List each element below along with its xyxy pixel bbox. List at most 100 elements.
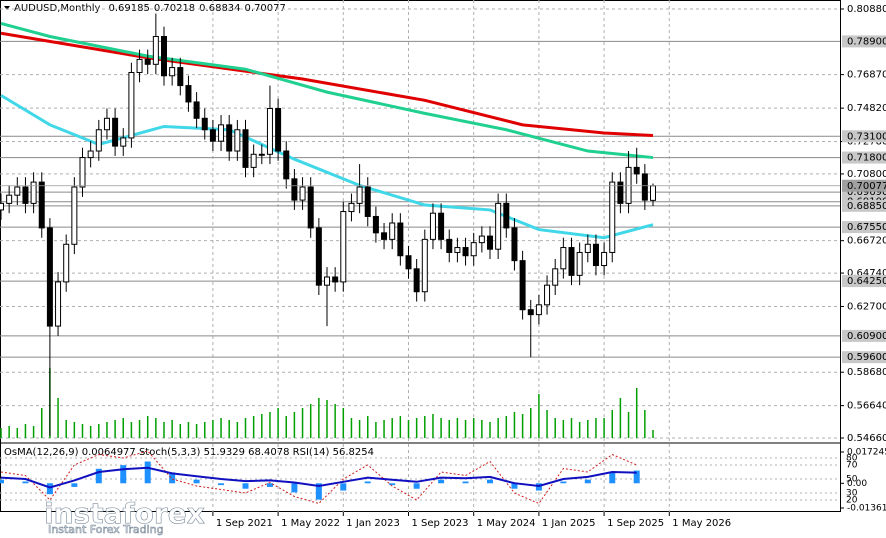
level-label-box (842, 329, 886, 342)
level-label: 0.67550 (847, 222, 886, 233)
candle-body (0, 202, 4, 211)
osma-bar (560, 481, 567, 484)
osma-tick-label: 0.017245 (847, 448, 886, 458)
osma-tick-label: -0.013615 (847, 504, 886, 514)
candle-body (209, 129, 216, 142)
candle-body (291, 178, 298, 201)
level-label: 0.69690 (847, 187, 886, 198)
low-value: 0.68834 (199, 3, 240, 14)
candle-body (103, 117, 110, 131)
candle-body (87, 150, 94, 159)
candle-body (79, 157, 86, 188)
osma-bar (315, 483, 322, 500)
level-label: 0.59600 (847, 352, 886, 363)
osma-bar (487, 479, 493, 484)
candle-body (356, 186, 363, 204)
candle-body (609, 181, 616, 253)
candle-body (283, 150, 290, 180)
candle-body (30, 181, 37, 204)
candle-body (193, 101, 200, 119)
candle-body (242, 129, 249, 168)
x-tick-label: 1 Jan 2023 (346, 518, 400, 529)
x-tick-label: 1 Jan 2025 (542, 518, 596, 529)
osma-bar (462, 481, 469, 484)
candle-body (275, 107, 282, 152)
candle-body (161, 35, 167, 77)
stoch-line (0, 450, 637, 505)
candle-body (234, 129, 241, 152)
open-value: 0.69185 (108, 3, 149, 14)
candle-body (438, 212, 445, 240)
candle-body (503, 202, 510, 229)
level-label: 0.64250 (847, 276, 886, 287)
x-tick-label: 1 Sep 2025 (607, 518, 664, 529)
osma-bar (242, 483, 249, 489)
watermark-brand: instaforex (44, 497, 205, 530)
y-tick-label: 0.80880 (847, 4, 886, 15)
y-tick-label: 0.64740 (847, 268, 886, 279)
lower-panel-title: OsMA(12,26,9) 0.0064977 Stoch(5,3,3) 51.… (4, 447, 374, 458)
candle-body (250, 153, 257, 168)
candle-body (527, 309, 534, 316)
osma-bar (364, 481, 371, 484)
osma-tick-label: 0.00 (847, 479, 867, 489)
y-tick-label: 0.58680 (847, 367, 886, 378)
osma-bar (71, 483, 78, 487)
osma-bar (169, 472, 176, 484)
candle-body (218, 124, 225, 142)
candle-body (324, 276, 330, 286)
candle-body (332, 276, 339, 283)
candle-body (487, 235, 493, 250)
y-tick-label: 0.56640 (847, 401, 886, 412)
level-label: 0.73100 (847, 131, 886, 142)
candle-body (226, 124, 233, 152)
osc-tick-label: 70 (846, 461, 858, 471)
candle-body (55, 281, 62, 327)
osma-bar (266, 483, 273, 487)
osma-bar (144, 461, 151, 484)
plot-frame (0, 0, 841, 512)
x-tick-label: 1 Sep 2021 (216, 518, 273, 529)
candle-body (381, 232, 388, 240)
candle-body (397, 222, 404, 257)
candle-body (633, 166, 640, 175)
chart-title: AUDUSD,Monthly (14, 3, 101, 14)
level-label: 0.60900 (847, 331, 886, 342)
current-price-box (842, 179, 886, 192)
candle-body (592, 243, 599, 267)
candle-body (568, 247, 575, 276)
candle-body (446, 238, 453, 253)
candle-body (38, 181, 45, 229)
osc-tick-label: 50 (846, 475, 858, 485)
osma-bar (340, 483, 347, 491)
candle-body (340, 211, 347, 283)
x-tick-label: 1 May 2022 (281, 518, 340, 529)
level-label-box (842, 151, 886, 164)
candle-body (405, 255, 412, 270)
candle-body (6, 194, 13, 204)
y-tick-label: 0.70800 (847, 169, 886, 180)
osc-tick-label: 80 (846, 454, 858, 464)
candle-body (177, 67, 184, 87)
y-tick-label: 0.76870 (847, 70, 886, 81)
osma-bar (438, 479, 445, 484)
candle-body (22, 186, 29, 204)
level-label-box (842, 199, 886, 212)
candle-body (584, 243, 591, 253)
level-label-box (842, 351, 886, 364)
candle-body (46, 227, 53, 327)
candle-body (63, 243, 70, 283)
osma-bar (584, 479, 591, 484)
level-label: 0.78900 (847, 36, 886, 47)
candle-body (462, 247, 469, 257)
osma-bar (609, 472, 616, 484)
osma-bar (22, 481, 29, 484)
osma-bar (511, 483, 518, 489)
level-label: 0.71800 (847, 153, 886, 164)
candle-body (372, 215, 379, 234)
candle-body (429, 212, 436, 240)
candle-body (266, 107, 273, 155)
